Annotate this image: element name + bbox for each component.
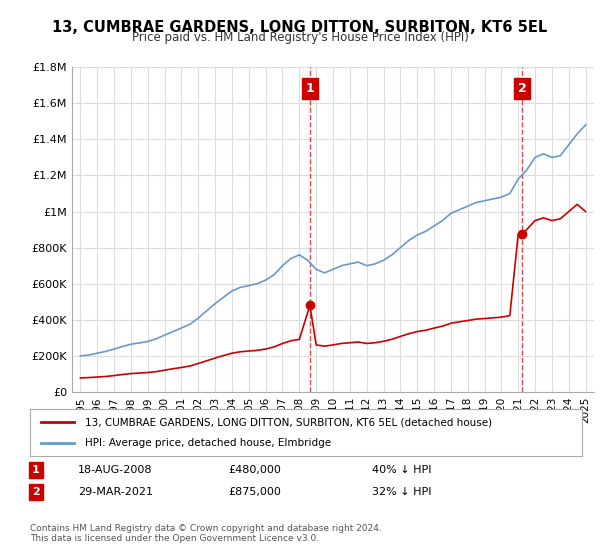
Text: £875,000: £875,000 [228, 487, 281, 497]
Text: 1: 1 [305, 82, 314, 95]
Text: 29-MAR-2021: 29-MAR-2021 [78, 487, 153, 497]
Text: 32% ↓ HPI: 32% ↓ HPI [372, 487, 431, 497]
Text: 13, CUMBRAE GARDENS, LONG DITTON, SURBITON, KT6 5EL (detached house): 13, CUMBRAE GARDENS, LONG DITTON, SURBIT… [85, 417, 493, 427]
Text: Contains HM Land Registry data © Crown copyright and database right 2024.
This d: Contains HM Land Registry data © Crown c… [30, 524, 382, 543]
Text: 1: 1 [32, 465, 40, 475]
Text: 40% ↓ HPI: 40% ↓ HPI [372, 465, 431, 475]
Text: £480,000: £480,000 [228, 465, 281, 475]
Text: 18-AUG-2008: 18-AUG-2008 [78, 465, 152, 475]
Text: 13, CUMBRAE GARDENS, LONG DITTON, SURBITON, KT6 5EL: 13, CUMBRAE GARDENS, LONG DITTON, SURBIT… [52, 20, 548, 35]
Text: 2: 2 [32, 487, 40, 497]
Text: 2: 2 [518, 82, 527, 95]
Text: Price paid vs. HM Land Registry's House Price Index (HPI): Price paid vs. HM Land Registry's House … [131, 31, 469, 44]
Text: HPI: Average price, detached house, Elmbridge: HPI: Average price, detached house, Elmb… [85, 438, 331, 448]
